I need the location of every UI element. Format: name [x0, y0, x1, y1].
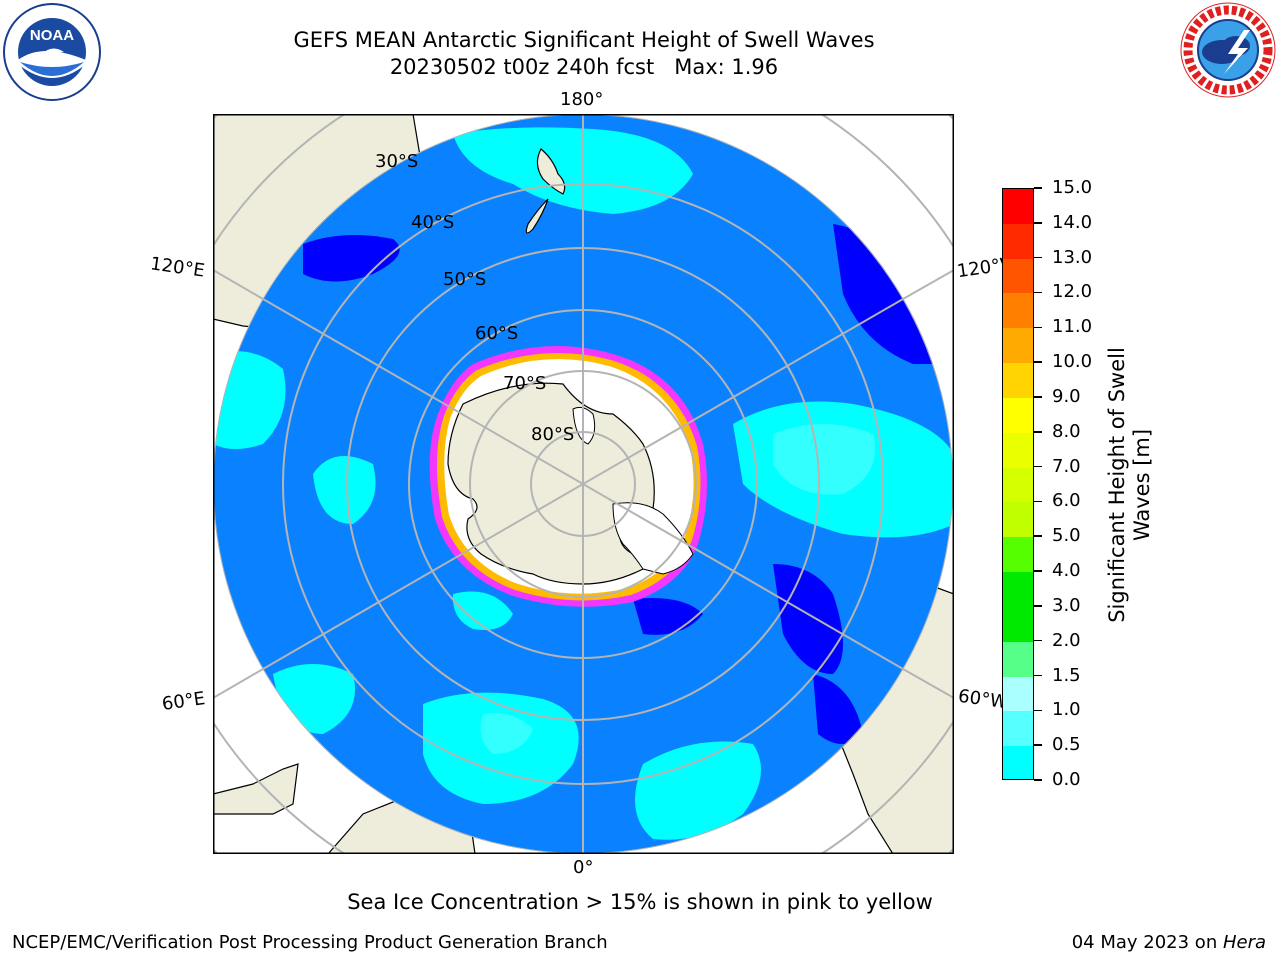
colorbar-label: Significant Height of Swell Waves [m]: [1104, 332, 1156, 637]
colorbar-tick: [1034, 779, 1042, 781]
lat-label-80s: 80°S: [531, 424, 575, 445]
colorbar-segment: [1003, 676, 1033, 712]
graticule: [213, 114, 953, 854]
colorbar-tick: [1034, 361, 1042, 363]
colorbar-tick-label: 5.0: [1052, 525, 1081, 547]
colorbar-tick: [1034, 291, 1042, 294]
lon-label-60e: 60°E: [160, 688, 207, 715]
colorbar-segment: [1003, 641, 1033, 678]
colorbar-tick: [1034, 187, 1042, 189]
chart-title: GEFS MEAN Antarctic Significant Height o…: [293, 28, 875, 52]
colorbar-tick: [1034, 605, 1042, 607]
lat-label-30s: 30°S: [375, 151, 419, 172]
colorbar-tick: [1034, 431, 1042, 433]
colorbar-tick-label: 1.0: [1052, 699, 1081, 721]
footer-credit: NCEP/EMC/Verification Post Processing Pr…: [12, 932, 608, 953]
colorbar-tick-label: 2.0: [1052, 629, 1081, 651]
colorbar-tick-label: 15.0: [1052, 177, 1093, 198]
colorbar: [1002, 188, 1034, 780]
colorbar-segment: [1003, 537, 1033, 573]
chart-subtitle: 20230502 t00z 240h fcst Max: 1.96: [389, 55, 779, 79]
map-panel: 30°S 40°S 50°S 60°S 70°S 80°S: [213, 114, 954, 854]
colorbar-tick-label: 0.0: [1052, 769, 1081, 790]
colorbar-segment: [1003, 467, 1033, 503]
colorbar-tick: [1034, 222, 1042, 224]
colorbar-tick: [1034, 465, 1042, 468]
colorbar-tick-label: 3.0: [1052, 594, 1081, 616]
colorbar-tick: [1034, 639, 1042, 642]
colorbar-tick-label: 12.0: [1052, 281, 1093, 303]
colorbar-segment: [1003, 711, 1033, 747]
colorbar-tick-label: 11.0: [1052, 316, 1093, 338]
colorbar-segment: [1003, 328, 1033, 364]
colorbar-segment: [1003, 223, 1033, 260]
colorbar-tick: [1034, 535, 1042, 537]
colorbar-tick-label: 7.0: [1052, 455, 1081, 477]
swell-patches-light: [480, 424, 875, 754]
footer-date-text: 04 May 2023 on: [1071, 932, 1223, 953]
noaa-logo: NOAA: [2, 2, 102, 102]
colorbar-segment: [1003, 363, 1033, 399]
colorbar-segment: [1003, 606, 1033, 643]
lat-label-40s: 40°S: [411, 212, 455, 233]
colorbar-tick: [1034, 396, 1042, 398]
colorbar-tick: [1034, 256, 1042, 259]
lon-label-0: 0°: [573, 857, 594, 878]
new-zealand: [525, 148, 566, 234]
colorbar-tick-label: 1.5: [1052, 664, 1081, 686]
colorbar-segment: [1003, 189, 1033, 225]
colorbar-tick: [1034, 326, 1042, 329]
lon-label-120e: 120°E: [148, 253, 206, 282]
colorbar-tick-label: 9.0: [1052, 385, 1081, 407]
lat-label-70s: 70°S: [503, 373, 547, 394]
colorbar-segment: [1003, 746, 1033, 779]
sea-ice-note: Sea Ice Concentration > 15% is shown in …: [347, 890, 933, 914]
colorbar-tick-label: 6.0: [1052, 490, 1081, 512]
colorbar-segment: [1003, 502, 1033, 538]
footer-machine: Hera: [1222, 932, 1266, 953]
lon-label-180: 180°: [560, 89, 604, 110]
lat-label-50s: 50°S: [443, 269, 487, 290]
colorbar-label-line1: Significant Height of Swell: [1105, 346, 1129, 623]
colorbar-tick: [1034, 744, 1042, 746]
lat-label-60s: 60°S: [475, 323, 519, 344]
colorbar-tick-label: 14.0: [1052, 211, 1093, 233]
colorbar-tick: [1034, 570, 1042, 572]
colorbar-tick-label: 0.5: [1052, 734, 1081, 756]
colorbar-tick-label: 13.0: [1052, 246, 1093, 268]
colorbar-tick-label: 8.0: [1052, 420, 1081, 442]
colorbar-tick-label: 10.0: [1052, 351, 1093, 373]
colorbar-segment: [1003, 293, 1033, 329]
colorbar-segment: [1003, 397, 1033, 434]
colorbar-segment: [1003, 572, 1033, 608]
colorbar-tick: [1034, 500, 1042, 503]
colorbar-segment: [1003, 432, 1033, 469]
colorbar-tick: [1034, 709, 1042, 712]
footer-date: 04 May 2023 on Hera: [1072, 932, 1266, 953]
colorbar-tick: [1034, 674, 1042, 677]
colorbar-label-line2: Waves [m]: [1130, 428, 1154, 541]
nws-logo: [1178, 0, 1278, 100]
colorbar-segment: [1003, 258, 1033, 294]
colorbar-tick-label: 4.0: [1052, 560, 1081, 582]
noaa-logo-text: NOAA: [30, 27, 74, 44]
